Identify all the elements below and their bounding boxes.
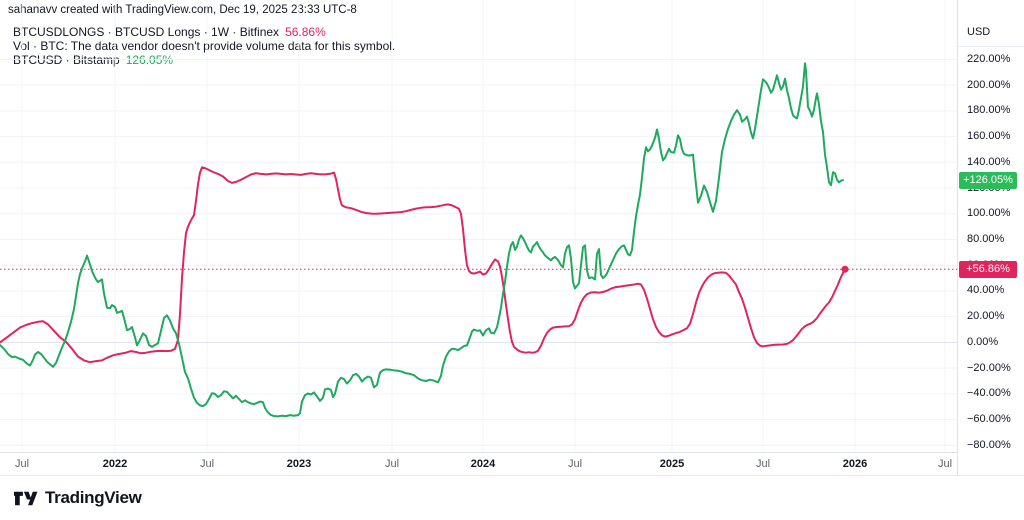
time-axis-label-month: Jul [14,458,30,470]
price-axis-label: −80.00% [967,438,1011,451]
chart-canvas[interactable] [0,0,957,453]
price-axis-label: 140.00% [967,155,1011,168]
time-axis-label-year: 2022 [102,458,128,470]
time-axis-label-year: 2025 [659,458,685,470]
legend-row-volume-note[interactable]: Vol · BTC: The data vendor doesn't provi… [13,39,395,53]
time-axis-label-month: Jul [384,458,400,470]
price-axis-label: 200.00% [967,78,1011,91]
price-axis-label: −20.00% [967,361,1011,374]
price-axis-label: 180.00% [967,104,1011,117]
time-axis-label-year: 2023 [286,458,312,470]
series-line-btcusd [0,62,844,418]
attribution-text: sahanavv created with TradingView.com, D… [8,4,357,16]
volume-note-text: Vol · BTC: The data vendor doesn't provi… [13,39,396,53]
last-price-dot-btcusdlongs [841,265,849,273]
tradingview-logo[interactable]: TradingView [14,488,142,508]
price-axis-label: 40.00% [967,284,1005,297]
legend-row-btcusdlongs[interactable]: BTCUSDLONGS · BTCUSD Longs · 1W · Bitfin… [13,25,395,39]
price-axis-label: −60.00% [967,413,1011,426]
tradingview-logo-icon [14,491,38,506]
legend-symbol-btcusdlongs[interactable]: BTCUSDLONGS · BTCUSD Longs · 1W · Bitfin… [13,25,280,39]
price-axis-label: 80.00% [967,232,1005,245]
series-line-btcusdlongs [0,166,846,364]
tradingview-logo-text: TradingView [45,488,142,507]
price-axis-label: 160.00% [967,130,1011,143]
price-axis-label: 220.00% [967,52,1011,65]
legend-value-btcusdlongs: 56.86% [285,25,326,39]
time-axis-label-month: Jul [937,458,953,470]
price-axis-label: 20.00% [967,310,1005,323]
time-axis-label-month: Jul [755,458,771,470]
legend-row-btcusd[interactable]: BTCUSD · Bitstamp 126.05% [13,53,395,67]
currency-label: USD [967,26,991,38]
price-label-btcusdlongs: +56.86% [959,260,1017,278]
price-label-btcusd: +126.05% [959,171,1017,189]
chart-legend: BTCUSDLONGS · BTCUSD Longs · 1W · Bitfin… [13,25,395,67]
time-axis-label-year: 2026 [842,458,868,470]
legend-value-btcusd: 126.05% [125,53,174,67]
legend-symbol-btcusd[interactable]: BTCUSD · Bitstamp [13,53,120,67]
time-axis-label-year: 2024 [470,458,496,470]
price-axis-label: −40.00% [967,387,1011,400]
time-axis-label-month: Jul [567,458,583,470]
time-axis[interactable]: Jul 2022 Jul 2023 Jul 2024 Jul 2025 Jul 2026 Jul [0,452,957,475]
footer-bar: TradingView [0,475,1024,520]
time-axis-label-month: Jul [199,458,215,470]
axis-separator [958,46,1024,47]
price-axis-label: 0.00% [967,335,999,348]
price-axis-label: 100.00% [967,207,1011,220]
price-axis[interactable]: USD 220.00% 200.00% 180.00% 160.00% 140.00% 1… [957,0,1024,475]
